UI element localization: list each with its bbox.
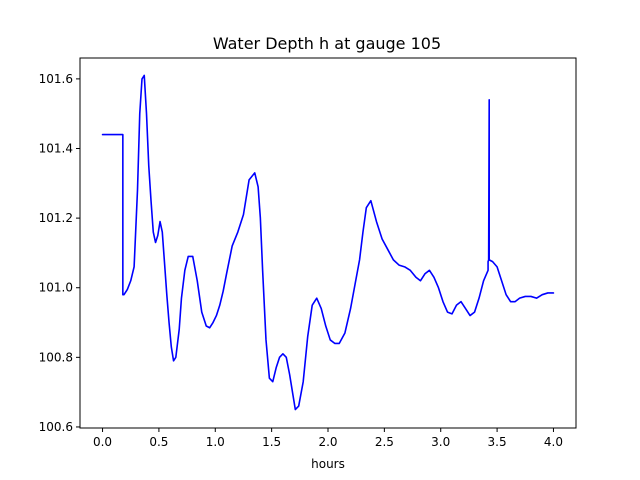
y-tick-label: 101.0 bbox=[39, 281, 73, 295]
x-tick-label: 1.5 bbox=[262, 435, 281, 449]
x-tick-label: 0.0 bbox=[93, 435, 112, 449]
plot-area bbox=[101, 74, 555, 411]
axes-frame bbox=[79, 57, 577, 429]
series-line bbox=[101, 74, 555, 411]
y-tick-label: 100.8 bbox=[39, 350, 73, 364]
y-tick-label: 101.6 bbox=[39, 72, 73, 86]
x-tick-label: 4.0 bbox=[544, 435, 563, 449]
chart-title: Water Depth h at gauge 105 bbox=[213, 34, 441, 53]
x-tick-label: 2.5 bbox=[375, 435, 394, 449]
y-tick-label: 100.6 bbox=[39, 420, 73, 434]
y-tick-label: 101.2 bbox=[39, 211, 73, 225]
x-tick-label: 0.5 bbox=[149, 435, 168, 449]
x-tick-label: 3.0 bbox=[431, 435, 450, 449]
x-tick-label: 1.0 bbox=[206, 435, 225, 449]
x-axis-label: hours bbox=[311, 457, 345, 471]
x-tick-label: 3.5 bbox=[488, 435, 507, 449]
x-axis: 0.0 0.5 1.0 1.5 2.0 2.5 3.0 3.5 4.0 bbox=[93, 428, 563, 449]
y-axis: 100.6 100.8 101.0 101.2 101.4 101.6 bbox=[39, 72, 80, 434]
y-tick-label: 101.4 bbox=[39, 141, 73, 155]
x-tick-label: 2.0 bbox=[318, 435, 337, 449]
